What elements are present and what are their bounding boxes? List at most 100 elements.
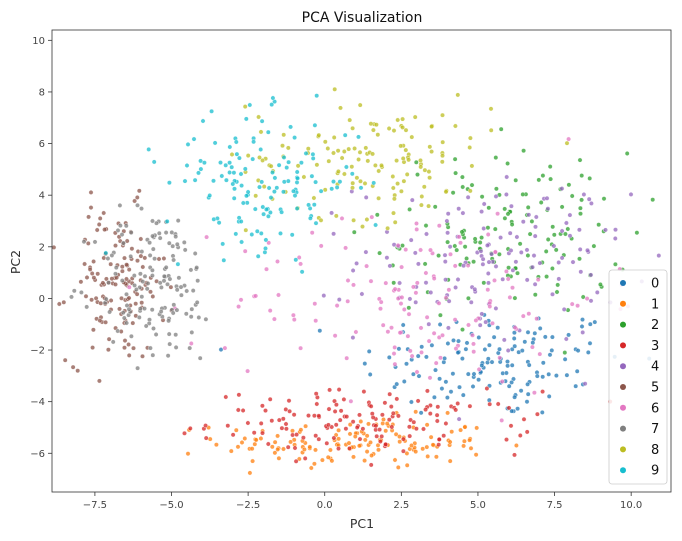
scatter-point [247, 102, 253, 108]
scatter-point [108, 261, 114, 267]
scatter-point [404, 462, 410, 468]
scatter-point [427, 144, 433, 150]
legend-marker-8 [620, 446, 626, 453]
scatter-point [493, 305, 499, 311]
scatter-point [332, 333, 338, 339]
scatter-point [198, 158, 204, 164]
scatter-point [457, 384, 462, 390]
scatter-point [503, 268, 509, 274]
scatter-point [283, 406, 289, 412]
scatter-point [338, 105, 343, 111]
scatter-point [225, 423, 231, 429]
scatter-point [164, 218, 170, 224]
scatter-point [203, 435, 209, 441]
scatter-point [547, 352, 553, 358]
scatter-point [561, 306, 567, 312]
scatter-point [440, 332, 445, 338]
scatter-point [251, 139, 257, 145]
scatter-point [182, 178, 188, 184]
scatter-point [356, 443, 362, 449]
scatter-point [520, 219, 526, 225]
scatter-point [69, 294, 74, 300]
scatter-point [564, 220, 569, 226]
scatter-point [436, 253, 441, 259]
scatter-point [266, 240, 272, 246]
scatter-point [527, 231, 533, 237]
scatter-point [312, 301, 318, 307]
scatter-point [212, 140, 218, 146]
scatter-point [470, 332, 475, 338]
scatter-point [300, 435, 306, 441]
scatter-point [369, 214, 375, 220]
scatter-point [182, 247, 188, 253]
scatter-point [434, 412, 440, 418]
scatter-point [291, 317, 297, 322]
scatter-point [156, 230, 162, 236]
scatter-point [71, 288, 77, 294]
scatter-point [258, 147, 264, 152]
scatter-point [464, 256, 469, 261]
scatter-point [78, 279, 84, 285]
scatter-point [489, 359, 495, 365]
scatter-point [362, 458, 367, 463]
scatter-point [313, 433, 319, 439]
scatter-point [433, 367, 438, 373]
scatter-point [341, 149, 347, 154]
scatter-point [334, 303, 340, 308]
scatter-point [468, 299, 474, 305]
y-axis-label: PC2 [8, 250, 23, 274]
scatter-point [360, 426, 366, 432]
scatter-point [398, 301, 404, 306]
scatter-point [544, 195, 550, 201]
scatter-point [147, 252, 153, 258]
scatter-point [578, 211, 583, 217]
scatter-point [236, 215, 242, 221]
scatter-point [386, 126, 392, 131]
scatter-point [310, 155, 316, 161]
scatter-point [152, 256, 158, 262]
series-9-points [103, 93, 378, 275]
scatter-point [259, 403, 265, 409]
scatter-point [110, 339, 116, 345]
scatter-point [357, 149, 363, 155]
scatter-point [264, 266, 269, 272]
scatter-point [119, 278, 125, 283]
scatter-point [288, 439, 293, 445]
scatter-point [126, 306, 132, 312]
scatter-point [582, 381, 588, 387]
scatter-point [525, 204, 531, 210]
scatter-point [251, 430, 257, 436]
scatter-point [540, 173, 546, 179]
scatter-point [133, 287, 139, 292]
scatter-point [157, 235, 163, 241]
scatter-point [263, 206, 269, 212]
scatter-point [178, 292, 184, 298]
scatter-point [397, 439, 403, 445]
legend-marker-2 [620, 321, 626, 328]
scatter-point [258, 230, 264, 236]
scatter-point [499, 379, 505, 384]
scatter-point [534, 373, 540, 379]
scatter-point [530, 344, 535, 350]
scatter-point [522, 339, 528, 345]
scatter-point [566, 136, 571, 142]
scatter-point [322, 187, 328, 193]
scatter-point [329, 186, 335, 192]
scatter-point [518, 249, 524, 255]
scatter-point [456, 234, 462, 240]
scatter-point [272, 175, 278, 181]
legend-marker-4 [620, 363, 626, 370]
scatter-point [414, 221, 419, 226]
scatter-point [510, 285, 515, 291]
scatter-point [406, 305, 412, 311]
y-tick-label: −2 [30, 346, 45, 357]
scatter-point [345, 278, 351, 283]
scatter-point [445, 410, 450, 416]
scatter-point [465, 263, 471, 268]
scatter-point [109, 252, 115, 258]
scatter-point [509, 379, 514, 385]
scatter-point [243, 227, 249, 233]
scatter-point [512, 452, 517, 458]
scatter-point [144, 286, 150, 292]
scatter-point [426, 169, 432, 175]
